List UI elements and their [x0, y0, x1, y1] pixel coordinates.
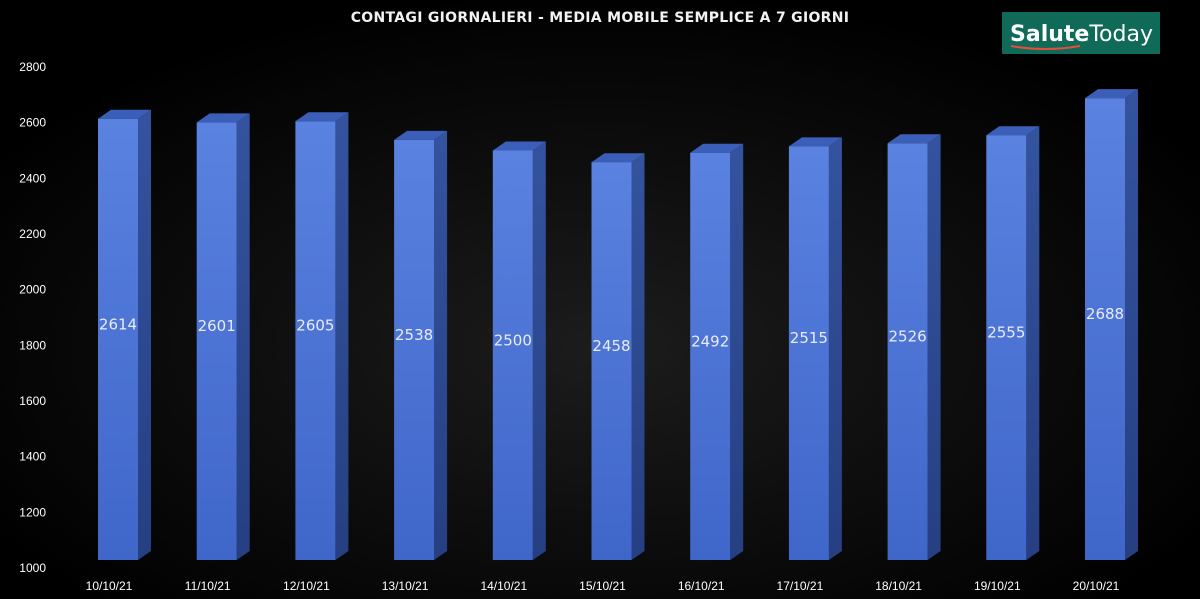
- bar-top: [394, 130, 448, 140]
- bar-front: [591, 162, 632, 560]
- bar-top: [196, 113, 250, 123]
- bar-top: [986, 126, 1040, 136]
- salute-today-logo: SaluteToday: [1002, 12, 1160, 54]
- bar-side: [1026, 126, 1040, 561]
- bar-top: [295, 112, 349, 122]
- bar-top: [887, 134, 941, 144]
- bar-front: [887, 143, 928, 560]
- bar-top: [1085, 89, 1138, 99]
- data-label: 2688: [1086, 305, 1124, 323]
- data-label: 2526: [889, 328, 927, 346]
- data-label: 2614: [99, 315, 137, 333]
- bar: [591, 153, 645, 560]
- x-tick-label: 16/10/21: [678, 579, 725, 593]
- bar-top: [492, 141, 546, 151]
- y-tick-label: 2800: [19, 60, 46, 74]
- data-label: 2605: [296, 317, 334, 335]
- bar-side: [236, 113, 250, 560]
- data-label: 2515: [790, 329, 828, 347]
- bar-side: [927, 134, 941, 560]
- bar-front: [394, 139, 435, 560]
- bar: [394, 130, 448, 560]
- y-tick-label: 1600: [19, 394, 46, 408]
- bar-front: [788, 146, 829, 560]
- bar: [98, 109, 151, 561]
- logo-text: SaluteToday: [1010, 22, 1153, 47]
- y-tick-label: 1400: [19, 450, 46, 464]
- logo-part-today: Today: [1088, 22, 1153, 47]
- bar: [788, 137, 842, 560]
- x-tick-label: 15/10/21: [579, 579, 626, 593]
- data-label: 2601: [198, 317, 236, 335]
- y-tick-label: 2000: [19, 283, 46, 297]
- bar: [1085, 89, 1138, 560]
- bar-front: [196, 122, 237, 560]
- bar-top: [690, 143, 744, 153]
- y-tick-label: 2600: [19, 116, 46, 130]
- x-axis: 10/10/21 11/10/21 12/10/21 13/10/21 14/10/21…: [86, 579, 1120, 593]
- y-tick-label: 2400: [19, 171, 46, 185]
- y-tick-label: 1800: [19, 338, 46, 352]
- chart-title: CONTAGI GIORNALIERI - MEDIA MOBILE SEMPL…: [351, 10, 850, 26]
- x-tick-label: 20/10/21: [1073, 579, 1120, 593]
- data-label: 2555: [987, 324, 1025, 342]
- y-axis: 1000 1200 1400 1600 1800 2000 2200 2400 2600 2800: [19, 60, 46, 575]
- bar-top: [98, 109, 151, 119]
- data-label: 2538: [395, 326, 433, 344]
- bars-group: 2614 2601 2605 2538 2500 2458 2492 2515 2526 2555…: [98, 89, 1138, 561]
- bar-side: [828, 137, 842, 560]
- y-tick-label: 1200: [19, 505, 46, 519]
- bar-top: [591, 153, 645, 163]
- bar-front: [1085, 98, 1125, 560]
- bar: [295, 112, 349, 561]
- bar-side: [335, 112, 349, 561]
- x-tick-label: 18/10/21: [875, 579, 922, 593]
- bar: [492, 141, 546, 560]
- bar-front: [295, 121, 336, 561]
- bar: [196, 113, 250, 560]
- data-label: 2500: [494, 331, 532, 349]
- x-tick-label: 10/10/21: [86, 579, 133, 593]
- data-label: 2458: [592, 337, 630, 355]
- logo-background: [1002, 12, 1160, 54]
- bar-top: [788, 137, 842, 147]
- bar: [986, 126, 1040, 561]
- x-tick-label: 12/10/21: [283, 579, 330, 593]
- bar-side: [730, 143, 744, 560]
- logo-part-salute: Salute: [1010, 22, 1089, 47]
- x-tick-label: 19/10/21: [974, 579, 1021, 593]
- data-label: 2492: [691, 332, 729, 350]
- bar-side: [532, 141, 546, 560]
- x-tick-label: 11/10/21: [185, 579, 231, 593]
- bar-front: [986, 135, 1027, 561]
- bar-side: [631, 153, 645, 560]
- bar-side: [1125, 89, 1138, 560]
- bar-front: [98, 118, 138, 561]
- bar-front: [492, 150, 533, 560]
- x-tick-label: 13/10/21: [382, 579, 429, 593]
- bar: [690, 143, 744, 560]
- y-tick-label: 2200: [19, 227, 46, 241]
- y-tick-label: 1000: [19, 561, 46, 575]
- x-tick-label: 17/10/21: [777, 579, 824, 593]
- x-tick-label: 14/10/21: [480, 579, 527, 593]
- logo-swoosh-icon: [1010, 45, 1081, 50]
- bar-side: [434, 130, 448, 560]
- bar: [887, 134, 941, 560]
- bar-front: [690, 152, 731, 560]
- bar-side: [138, 109, 151, 561]
